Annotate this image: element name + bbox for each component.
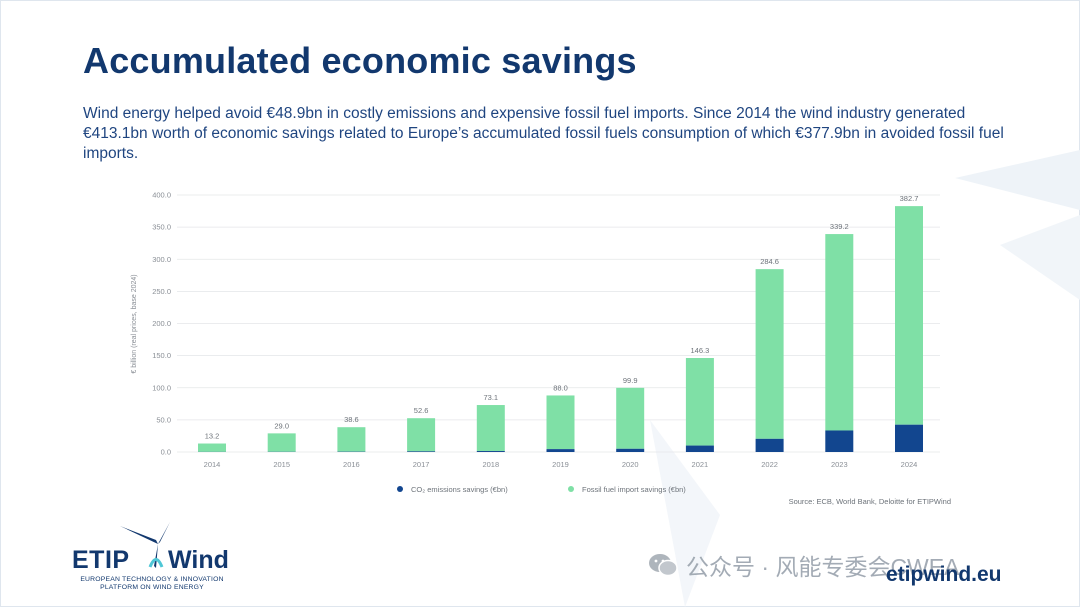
- legend-co2-label: CO₂ emissions savings (€bn): [411, 485, 508, 494]
- y-tick-label: 150.0: [152, 351, 171, 360]
- wechat-watermark: 公众号 · 风能专委会CWEA: [648, 550, 959, 580]
- wechat-icon: [649, 554, 678, 577]
- y-axis-label: € billion (real prices, base 2024): [131, 274, 138, 373]
- watermark-text: 公众号 · 风能专委会CWEA: [686, 554, 960, 580]
- logo-subtitle-line1: EUROPEAN TECHNOLOGY & INNOVATION: [80, 576, 224, 583]
- bar-co2-2021: [685, 445, 714, 452]
- logo-subtitle-line2: PLATFORM ON WIND ENERGY: [100, 584, 204, 591]
- y-axis-ticks: 0.0 50.0 100.0 150.0 200.0 250.0 300.0 350.0 400…: [152, 191, 171, 457]
- total-labels: 13.2 29.0 38.6 52.6 73.1 88.0 99.9 146.3 284.6 33…: [205, 194, 919, 440]
- bar-co2-2019: [546, 449, 575, 452]
- total-label: 13.2: [205, 432, 220, 441]
- y-tick-label: 250.0: [152, 287, 171, 296]
- y-tick-label: 0.0: [161, 448, 171, 457]
- x-tick-label: 2015: [273, 460, 290, 469]
- logo-subtitle: EUROPEAN TECHNOLOGY & INNOVATION PLATFOR…: [72, 576, 232, 592]
- chart-source: Source: ECB, World Bank, Deloitte for ET…: [789, 497, 951, 506]
- y-tick-label: 200.0: [152, 319, 171, 328]
- bar-co2-2017: [407, 451, 436, 452]
- total-label: 52.6: [414, 406, 429, 415]
- website-link[interactable]: etipwind.eu: [886, 563, 1002, 586]
- x-tick-label: 2023: [831, 460, 848, 469]
- intro-paragraph: Wind energy helped avoid €48.9bn in cost…: [83, 105, 1004, 162]
- bars: [198, 206, 923, 452]
- x-tick-label: 2014: [204, 460, 221, 469]
- bar-fossil-2016: [337, 427, 366, 452]
- bar-fossil-2018: [476, 405, 505, 452]
- bar-fossil-2022: [755, 269, 784, 439]
- legend-fossil-label: Fossil fuel import savings (€bn): [582, 485, 686, 494]
- total-label: 339.2: [830, 222, 849, 231]
- x-tick-label: 2024: [901, 460, 918, 469]
- total-label: 73.1: [483, 393, 498, 402]
- x-tick-label: 2016: [343, 460, 360, 469]
- bar-fossil-2019: [546, 395, 575, 450]
- bar-fossil-2020: [616, 387, 645, 449]
- logo-word-etip: ETIP: [72, 546, 130, 574]
- x-tick-label: 2020: [622, 460, 639, 469]
- page-title: Accumulated economic savings: [83, 40, 637, 81]
- bar-fossil-2021: [685, 358, 714, 446]
- legend-co2-swatch: [397, 486, 403, 492]
- y-tick-label: 350.0: [152, 223, 171, 232]
- legend-fossil-swatch: [568, 486, 574, 492]
- y-tick-label: 50.0: [156, 415, 171, 424]
- bar-co2-2020: [616, 448, 645, 452]
- total-label: 146.3: [691, 346, 710, 355]
- x-tick-label: 2021: [692, 460, 709, 469]
- bar-fossil-2023: [825, 234, 854, 431]
- legend: CO₂ emissions savings (€bn) Fossil fuel …: [397, 485, 686, 494]
- etip-wind-logo[interactable]: ETIP Wind EUROPEAN TECHNOLOGY & INNOVATI…: [70, 520, 240, 592]
- bar-co2-2022: [755, 438, 784, 452]
- total-label: 382.7: [900, 194, 919, 203]
- total-label: 38.6: [344, 415, 359, 424]
- bar-co2-2023: [825, 430, 854, 452]
- y-tick-label: 300.0: [152, 255, 171, 264]
- bar-co2-2024: [895, 424, 923, 452]
- y-tick-label: 100.0: [152, 383, 171, 392]
- bar-fossil-2017: [407, 418, 436, 452]
- wind-turbine-icon: [120, 522, 170, 568]
- total-label: 29.0: [274, 421, 289, 430]
- x-axis-ticks: 2014 2015 2016 2017 2018 2019 2020 2021 2022 2023…: [204, 460, 918, 469]
- bar-fossil-2014: [198, 443, 226, 452]
- x-tick-label: 2017: [413, 460, 430, 469]
- x-tick-label: 2022: [761, 460, 778, 469]
- x-tick-label: 2018: [482, 460, 499, 469]
- total-label: 88.0: [553, 383, 568, 392]
- y-tick-label: 400.0: [152, 191, 171, 200]
- logo-word-wind: Wind: [168, 546, 229, 574]
- total-label: 284.6: [760, 257, 779, 266]
- bar-fossil-2015: [267, 433, 296, 452]
- x-tick-label: 2019: [552, 460, 569, 469]
- total-label: 99.9: [623, 376, 638, 385]
- bar-co2-2018: [476, 451, 505, 452]
- bar-fossil-2024: [895, 206, 923, 425]
